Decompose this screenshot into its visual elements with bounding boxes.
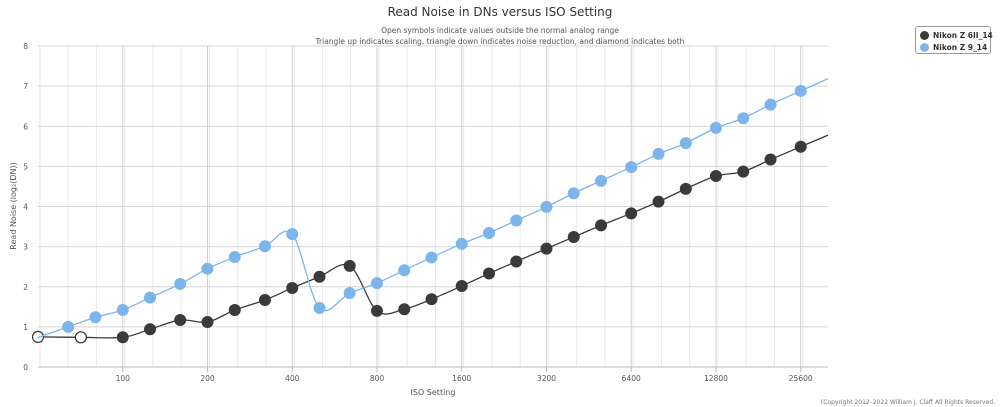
legend-marker-nikon-z9 bbox=[920, 42, 929, 52]
series-0-point bbox=[679, 182, 692, 195]
series-0-point bbox=[483, 267, 496, 280]
series-0-point bbox=[258, 293, 271, 306]
y-tick-label: 0 bbox=[23, 363, 28, 372]
series-1-point bbox=[201, 262, 214, 275]
y-tick-label: 2 bbox=[23, 283, 28, 292]
series-1-point bbox=[679, 137, 692, 150]
series-1-point bbox=[737, 112, 750, 125]
chart-subtitle-line-2: Triangle up indicates scaling, triangle … bbox=[315, 37, 685, 46]
series-0-point bbox=[286, 281, 299, 294]
y-tick-label: 8 bbox=[23, 42, 28, 51]
y-tick-label: 1 bbox=[23, 323, 28, 332]
series-0-point bbox=[794, 140, 807, 153]
series-1-point bbox=[286, 228, 299, 241]
series-0-point bbox=[228, 304, 241, 317]
legend-label-nikon-z6ii: Nikon Z 6II_14 bbox=[933, 30, 993, 40]
grid-layer bbox=[38, 45, 828, 372]
series-0-point bbox=[174, 314, 187, 327]
series-1-point bbox=[540, 200, 553, 213]
x-tick-label: 400 bbox=[285, 374, 300, 383]
series-0-point bbox=[455, 279, 468, 292]
series-1-point bbox=[425, 251, 438, 264]
chart-credits: (Copyright 2012–2022 William J. Claff Al… bbox=[821, 399, 995, 406]
x-tick-label: 12800 bbox=[704, 374, 728, 383]
legend-marker-nikon-z6ii bbox=[920, 30, 929, 40]
series-1-point bbox=[89, 311, 102, 324]
series-0-point bbox=[116, 331, 129, 344]
series-1-point bbox=[258, 240, 271, 253]
series-line-0 bbox=[34, 134, 829, 339]
series-0-point bbox=[540, 242, 553, 255]
series-0-point bbox=[201, 316, 214, 329]
series-0-point bbox=[652, 195, 665, 208]
x-tick-label: 100 bbox=[116, 374, 131, 383]
chart-subtitle-line-1: Open symbols indicate values outside the… bbox=[381, 26, 619, 35]
x-tick-label: 6400 bbox=[622, 374, 641, 383]
chart-title: Read Noise in DNs versus ISO Setting bbox=[388, 5, 613, 19]
series-1-point bbox=[174, 277, 187, 290]
series-0-point bbox=[425, 293, 438, 306]
y-tick-label: 7 bbox=[23, 82, 28, 91]
y-tick-label: 3 bbox=[23, 243, 28, 252]
series-0-point bbox=[737, 165, 750, 178]
x-axis-title: ISO Setting bbox=[411, 388, 456, 397]
series-1-point bbox=[398, 264, 411, 277]
series-1-point bbox=[652, 147, 665, 160]
series-1-point bbox=[116, 304, 129, 317]
x-tick-label: 800 bbox=[370, 374, 385, 383]
series-0-point bbox=[567, 230, 580, 243]
series-0-point bbox=[625, 207, 638, 220]
label-layer: 0 1 2 3 4 5 6 7 8 100 200 400 800 1600 3200 6400 12800 25… bbox=[23, 42, 813, 383]
x-tick-label: 3200 bbox=[537, 374, 556, 383]
series-layer bbox=[31, 78, 829, 344]
series-1-point bbox=[595, 174, 608, 187]
series-1-point bbox=[455, 237, 468, 250]
series-0-point bbox=[595, 219, 608, 232]
series-1-point bbox=[144, 291, 157, 304]
y-tick-label: 6 bbox=[23, 122, 28, 131]
series-1-point bbox=[313, 302, 326, 315]
series-0-point bbox=[370, 304, 383, 317]
series-1-point bbox=[794, 84, 807, 97]
series-0-point bbox=[709, 170, 722, 183]
x-tick-label: 25600 bbox=[789, 374, 813, 383]
series-0-point bbox=[510, 255, 523, 268]
legend-item-nikon-z6ii[interactable]: Nikon Z 6II_14 bbox=[920, 29, 993, 41]
series-0-point bbox=[144, 323, 157, 336]
legend-label-nikon-z9: Nikon Z 9_14 bbox=[933, 42, 988, 52]
chart-legend: Nikon Z 6II_14 Nikon Z 9_14 bbox=[915, 26, 993, 54]
series-0-point bbox=[343, 259, 356, 272]
series-1-point bbox=[370, 277, 383, 290]
series-0-point bbox=[398, 303, 411, 316]
series-1-point bbox=[567, 187, 580, 200]
y-axis-title: Read Noise (log₂(DN)) bbox=[9, 162, 18, 249]
series-1-point bbox=[625, 161, 638, 174]
series-0-point bbox=[313, 270, 326, 283]
series-0-point bbox=[74, 331, 87, 344]
y-tick-label: 5 bbox=[23, 162, 28, 171]
series-1-point bbox=[343, 287, 356, 300]
legend-item-nikon-z9[interactable]: Nikon Z 9_14 bbox=[920, 41, 988, 53]
series-1-point bbox=[709, 121, 722, 134]
series-1-point bbox=[764, 98, 777, 111]
series-1-point bbox=[62, 320, 75, 333]
series-1-point bbox=[228, 251, 241, 264]
y-tick-label: 4 bbox=[23, 203, 28, 212]
series-0-point bbox=[764, 153, 777, 166]
x-tick-label: 1600 bbox=[452, 374, 471, 383]
series-1-point bbox=[510, 214, 523, 227]
series-1-point bbox=[483, 226, 496, 239]
x-tick-label: 200 bbox=[200, 374, 215, 383]
